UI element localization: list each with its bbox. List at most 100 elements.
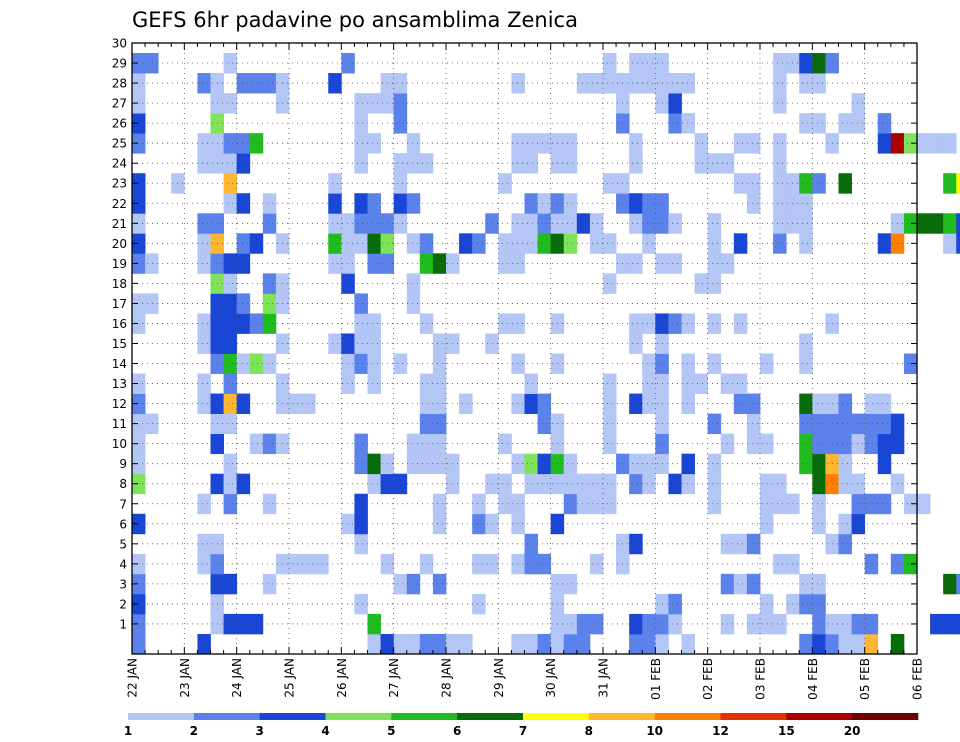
heatmap-cell: [367, 93, 381, 114]
heatmap-cell: [223, 393, 238, 414]
heatmap-cell: [511, 393, 525, 414]
heatmap-cell: [943, 173, 957, 194]
heatmap-cell: [773, 473, 787, 495]
heatmap-cell: [249, 433, 264, 455]
heatmap-cell: [799, 333, 813, 354]
heatmap-cell: [799, 573, 813, 595]
heatmap-cell: [249, 73, 264, 94]
heatmap-cell: [524, 153, 538, 174]
x-tick-label: 24 JAN: [230, 658, 244, 698]
y-tick-label: 10: [112, 437, 127, 451]
heatmap-cell: [707, 493, 722, 515]
heatmap-cell: [773, 233, 787, 254]
heatmap-cell: [629, 333, 643, 354]
heatmap-cell: [603, 373, 617, 394]
heatmap-cell: [799, 593, 813, 615]
heatmap-cell: [132, 433, 146, 455]
heatmap-cell: [367, 313, 381, 334]
heatmap-cell: [432, 393, 447, 414]
heatmap-cell: [930, 133, 944, 154]
heatmap-cell: [197, 153, 211, 174]
y-tick-label: 28: [112, 77, 127, 91]
heatmap-cell: [197, 493, 211, 515]
colorbar-label: 3: [255, 724, 263, 738]
heatmap-cell: [707, 453, 722, 475]
heatmap-cell: [851, 493, 866, 515]
heatmap-cell: [812, 613, 826, 635]
heatmap-cell: [773, 53, 787, 74]
heatmap-cell: [524, 553, 538, 575]
heatmap-cell: [197, 333, 211, 354]
heatmap-cell: [524, 233, 538, 254]
colorbar: 1 2 3 4 5 6 7 8 10 12 15 20: [124, 713, 919, 738]
heatmap-cell: [576, 73, 591, 94]
x-tick-label: 25 JAN: [283, 658, 297, 698]
heatmap-cell: [733, 573, 748, 595]
heatmap-cell: [367, 133, 381, 154]
heatmap-cell: [877, 133, 892, 154]
heatmap-cell: [132, 413, 146, 435]
heatmap-cell: [838, 473, 852, 495]
heatmap-cell: [354, 453, 368, 475]
x-tick-label: 01 FEB: [649, 658, 663, 700]
heatmap-cell: [733, 373, 748, 394]
heatmap-cell: [812, 453, 826, 475]
heatmap-cell: [903, 133, 918, 154]
heatmap-cell: [511, 493, 525, 515]
heatmap-cell: [563, 193, 578, 214]
heatmap-cell: [773, 553, 787, 575]
y-tick-label: 6: [119, 517, 127, 531]
heatmap-cell: [132, 393, 146, 414]
heatmap-cell: [236, 353, 251, 374]
heatmap-cell: [746, 173, 761, 194]
y-tick-label: 3: [119, 577, 127, 591]
heatmap-cell: [511, 233, 525, 254]
heatmap-cell: [393, 93, 408, 114]
x-tick-label: 02 FEB: [701, 658, 715, 700]
heatmap-cell: [406, 193, 421, 214]
colorbar-label: 12: [712, 724, 729, 738]
heatmap-cell: [485, 513, 499, 535]
heatmap-cell: [472, 553, 486, 575]
heatmap-cell: [132, 53, 146, 74]
heatmap-cell: [472, 593, 486, 615]
heatmap-cell: [603, 393, 617, 414]
heatmap-cell: [380, 633, 395, 655]
heatmap-cell: [864, 413, 879, 435]
y-tick-label: 8: [119, 477, 127, 491]
heatmap-cell: [917, 133, 931, 154]
heatmap-cell: [563, 633, 578, 655]
heatmap-cell: [262, 353, 277, 374]
heatmap-cell: [668, 213, 682, 234]
heatmap-cell: [851, 473, 866, 495]
heatmap-cell: [406, 433, 421, 455]
heatmap-cell: [354, 193, 368, 214]
dotted-grid: [131, 42, 918, 654]
heatmap-cell: [773, 193, 787, 214]
heatmap-cell: [943, 613, 957, 635]
heatmap-cell: [354, 513, 368, 535]
heatmap-cell: [864, 393, 879, 414]
heatmap-cell: [432, 513, 447, 535]
heatmap-cell: [197, 253, 211, 274]
colorbar-label: 20: [844, 724, 861, 738]
heatmap-cell: [760, 493, 774, 515]
heatmap-cell: [223, 413, 238, 435]
heatmap-cell: [642, 373, 656, 394]
heatmap-cell: [485, 473, 499, 495]
heatmap-cell: [367, 373, 381, 394]
heatmap-cell: [537, 213, 552, 234]
heatmap-cell: [707, 213, 722, 234]
heatmap-cell: [236, 133, 251, 154]
heatmap-cell: [485, 333, 499, 354]
heatmap-cell: [799, 413, 813, 435]
heatmap-cell: [603, 493, 617, 515]
heatmap-cell: [406, 453, 421, 475]
heatmap-cell: [903, 493, 918, 515]
heatmap-cell: [799, 453, 813, 475]
heatmap-cell: [851, 613, 866, 635]
heatmap-cell: [642, 73, 656, 94]
heatmap-cell: [812, 633, 826, 655]
heatmap-cell: [864, 633, 879, 655]
heatmap-cell: [681, 353, 695, 374]
